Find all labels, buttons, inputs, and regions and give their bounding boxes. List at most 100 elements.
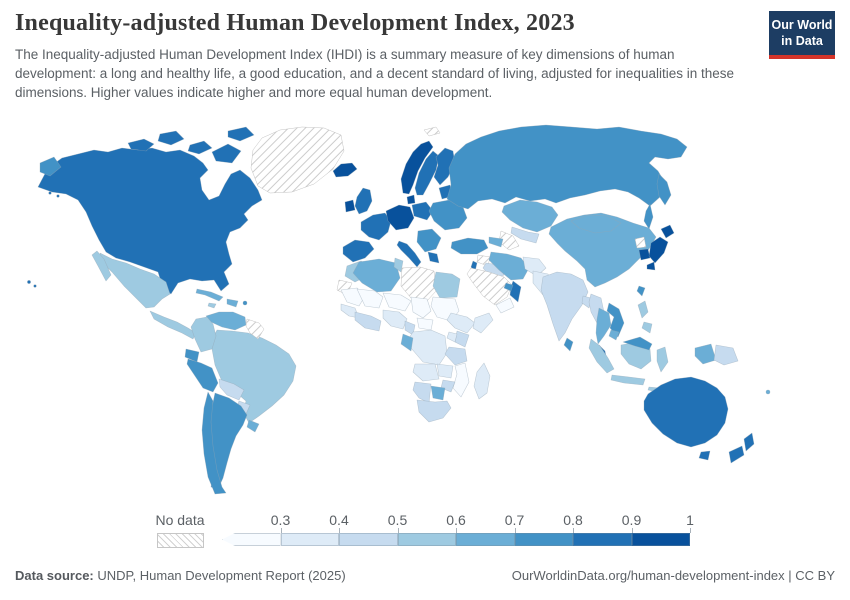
region-taiwan[interactable] — [636, 285, 646, 297]
region-balkans[interactable] — [416, 228, 442, 253]
region-france[interactable] — [360, 212, 392, 241]
region-namibia[interactable] — [412, 381, 432, 404]
region-mongolia[interactable] — [570, 214, 622, 234]
region-hawaii[interactable] — [27, 280, 31, 284]
region-caucasus[interactable] — [488, 236, 504, 248]
region-svalbard[interactable] — [423, 126, 441, 137]
region-bolivia[interactable] — [218, 378, 245, 401]
region-mali[interactable] — [356, 288, 384, 309]
region-mozambique[interactable] — [452, 362, 470, 398]
region-kamchatka[interactable] — [656, 173, 672, 206]
region-egypt[interactable] — [432, 271, 461, 299]
region-brazil[interactable] — [211, 329, 297, 424]
region-poland[interactable] — [411, 201, 434, 221]
region-niger[interactable] — [382, 292, 412, 312]
region-java[interactable] — [610, 374, 646, 386]
region-uzbekistan[interactable] — [510, 226, 540, 244]
region-tunisia[interactable] — [393, 257, 404, 273]
region-central-african-republic[interactable] — [416, 317, 434, 331]
region-arctic-islands[interactable] — [227, 126, 255, 142]
region-aleutians[interactable] — [56, 194, 60, 198]
region-sri-lanka[interactable] — [563, 337, 574, 352]
owid-url-link[interactable]: OurWorldinData.org/human-development-ind… — [511, 568, 835, 583]
region-iceland[interactable] — [332, 162, 358, 178]
region-hispaniola[interactable] — [226, 298, 239, 308]
region-north-korea[interactable] — [634, 236, 647, 249]
region-senegal-guinea[interactable] — [340, 303, 360, 319]
region-papua-new-guinea[interactable] — [713, 344, 739, 366]
region-madagascar[interactable] — [473, 362, 491, 400]
region-afghanistan[interactable] — [522, 256, 547, 277]
region-aleutians[interactable] — [48, 191, 52, 195]
region-uk[interactable] — [354, 187, 373, 215]
region-botswana[interactable] — [430, 385, 446, 401]
region-new-zealand-south[interactable] — [728, 445, 745, 464]
region-south-africa[interactable] — [416, 399, 452, 423]
region-guianas[interactable] — [245, 318, 265, 340]
region-gabon[interactable] — [400, 333, 414, 352]
region-russia[interactable] — [446, 124, 688, 210]
region-uae[interactable] — [503, 282, 514, 292]
region-drc[interactable] — [408, 329, 448, 366]
region-sulawesi[interactable] — [656, 346, 669, 373]
region-philippines[interactable] — [637, 300, 649, 319]
region-arctic-islands[interactable] — [127, 138, 155, 152]
region-denmark[interactable] — [406, 194, 416, 205]
region-fiji[interactable] — [765, 389, 771, 395]
legend-bin-<0.3[interactable] — [222, 533, 281, 546]
region-arctic-islands[interactable] — [187, 140, 213, 155]
legend-bin-0.5-0.6[interactable] — [397, 533, 456, 546]
region-uruguay[interactable] — [246, 419, 260, 433]
region-west-papua[interactable] — [694, 343, 717, 365]
owid-logo[interactable]: Our World in Data — [769, 11, 835, 60]
world-map[interactable] — [0, 118, 850, 505]
region-iberia[interactable] — [342, 239, 375, 263]
region-australia[interactable] — [643, 376, 729, 448]
region-sakhalin[interactable] — [643, 203, 654, 230]
region-arctic-islands[interactable] — [157, 130, 185, 146]
region-north-america[interactable] — [37, 147, 263, 295]
region-japan-kyushu[interactable] — [646, 261, 656, 271]
region-tanzania[interactable] — [444, 346, 468, 366]
no-data-swatch[interactable] — [157, 533, 204, 548]
region-finland[interactable] — [433, 147, 456, 186]
region-arctic-islands[interactable] — [211, 143, 242, 164]
region-chad[interactable] — [410, 296, 432, 319]
region-zambia[interactable] — [436, 363, 454, 379]
region-malaysia-borneo[interactable] — [622, 336, 653, 351]
region-jamaica[interactable] — [207, 302, 217, 309]
region-hawaii[interactable] — [33, 284, 37, 288]
region-kenya[interactable] — [454, 330, 470, 348]
region-cambodia[interactable] — [608, 329, 620, 341]
region-bangladesh[interactable] — [581, 295, 592, 309]
region-west-africa-coast[interactable] — [354, 311, 382, 332]
legend-bin-0.7-0.8[interactable] — [514, 533, 573, 546]
region-chile[interactable] — [201, 391, 227, 495]
region-oman[interactable] — [509, 280, 522, 303]
region-somalia[interactable] — [472, 312, 494, 334]
region-norway[interactable] — [400, 140, 434, 195]
region-tasmania[interactable] — [698, 450, 711, 461]
region-japan-honshu[interactable] — [648, 236, 669, 264]
legend-bin-0.8-0.9[interactable] — [573, 533, 632, 546]
region-central-europe[interactable] — [385, 204, 415, 231]
region-greenland[interactable] — [250, 126, 345, 194]
region-colombia[interactable] — [190, 316, 217, 353]
region-mexico[interactable] — [99, 252, 171, 309]
region-greece[interactable] — [427, 251, 440, 264]
region-south-korea[interactable] — [638, 248, 651, 261]
region-turkey[interactable] — [450, 237, 489, 255]
region-cuba[interactable] — [195, 288, 224, 302]
region-yemen[interactable] — [495, 297, 515, 314]
region-india[interactable] — [540, 271, 589, 342]
legend-bin-0.9-1[interactable] — [631, 533, 690, 546]
region-iran[interactable] — [488, 251, 530, 281]
region-chukotka[interactable] — [39, 156, 62, 177]
region-saudi-arabia[interactable] — [466, 267, 513, 306]
region-angola[interactable] — [412, 363, 440, 382]
region-peru[interactable] — [186, 358, 219, 393]
region-philippines[interactable] — [641, 321, 653, 334]
region-new-zealand-north[interactable] — [743, 432, 755, 452]
region-japan-hokkaido[interactable] — [660, 224, 675, 239]
region-kazakhstan[interactable] — [501, 199, 559, 233]
